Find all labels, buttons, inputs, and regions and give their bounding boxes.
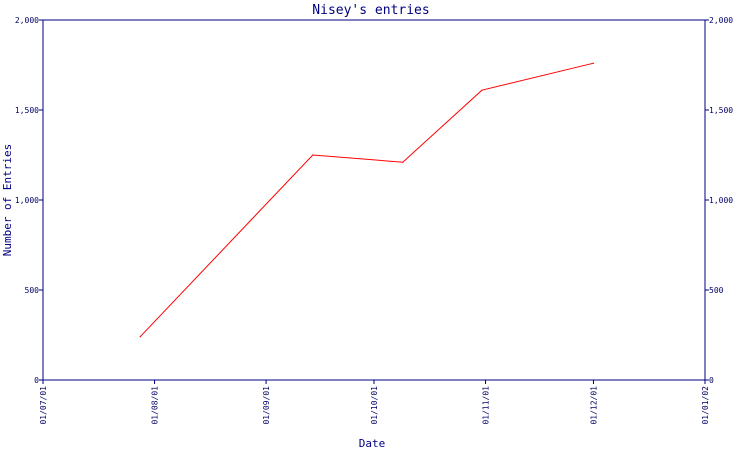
x-axis-label: Date (359, 437, 386, 450)
y-tick-label-right: 0 (709, 376, 714, 385)
x-tick-label: 01/12/01 (589, 386, 598, 425)
x-tick-label: 01/09/01 (262, 386, 271, 425)
data-point (312, 154, 314, 156)
y-tick-label-right: 500 (709, 286, 724, 295)
data-point (481, 89, 483, 91)
y-tick-label-right: 1,000 (709, 196, 733, 205)
x-tick-label: 01/01/02 (701, 386, 710, 425)
x-tick-label: 01/07/01 (39, 386, 48, 425)
x-tick-label: 01/11/01 (482, 386, 491, 425)
x-tick-label: 01/08/01 (151, 386, 160, 425)
x-tick-label: 01/10/01 (370, 386, 379, 425)
y-tick-label-left: 1,500 (15, 106, 39, 115)
y-tick-label-left: 1,000 (15, 196, 39, 205)
series-line (139, 62, 594, 338)
data-point (592, 62, 595, 64)
chart-title: Nisey's entries (312, 3, 429, 18)
data-point (139, 336, 141, 338)
series-layer (139, 62, 595, 338)
y-tick-label-right: 2,000 (709, 16, 733, 25)
y-tick-label-right: 1,500 (709, 106, 733, 115)
plot-area (42, 19, 706, 381)
y-axis-label: Number of Entries (1, 144, 14, 257)
y-tick-label-left: 2,000 (15, 16, 39, 25)
ticks-layer: 0 0 500 500 1,000 1,000 1,500 1,500 2,000 2,000 01… (15, 16, 733, 425)
y-tick-label-left: 0 (34, 376, 39, 385)
data-point (402, 161, 404, 163)
y-tick-label-left: 500 (25, 286, 40, 295)
